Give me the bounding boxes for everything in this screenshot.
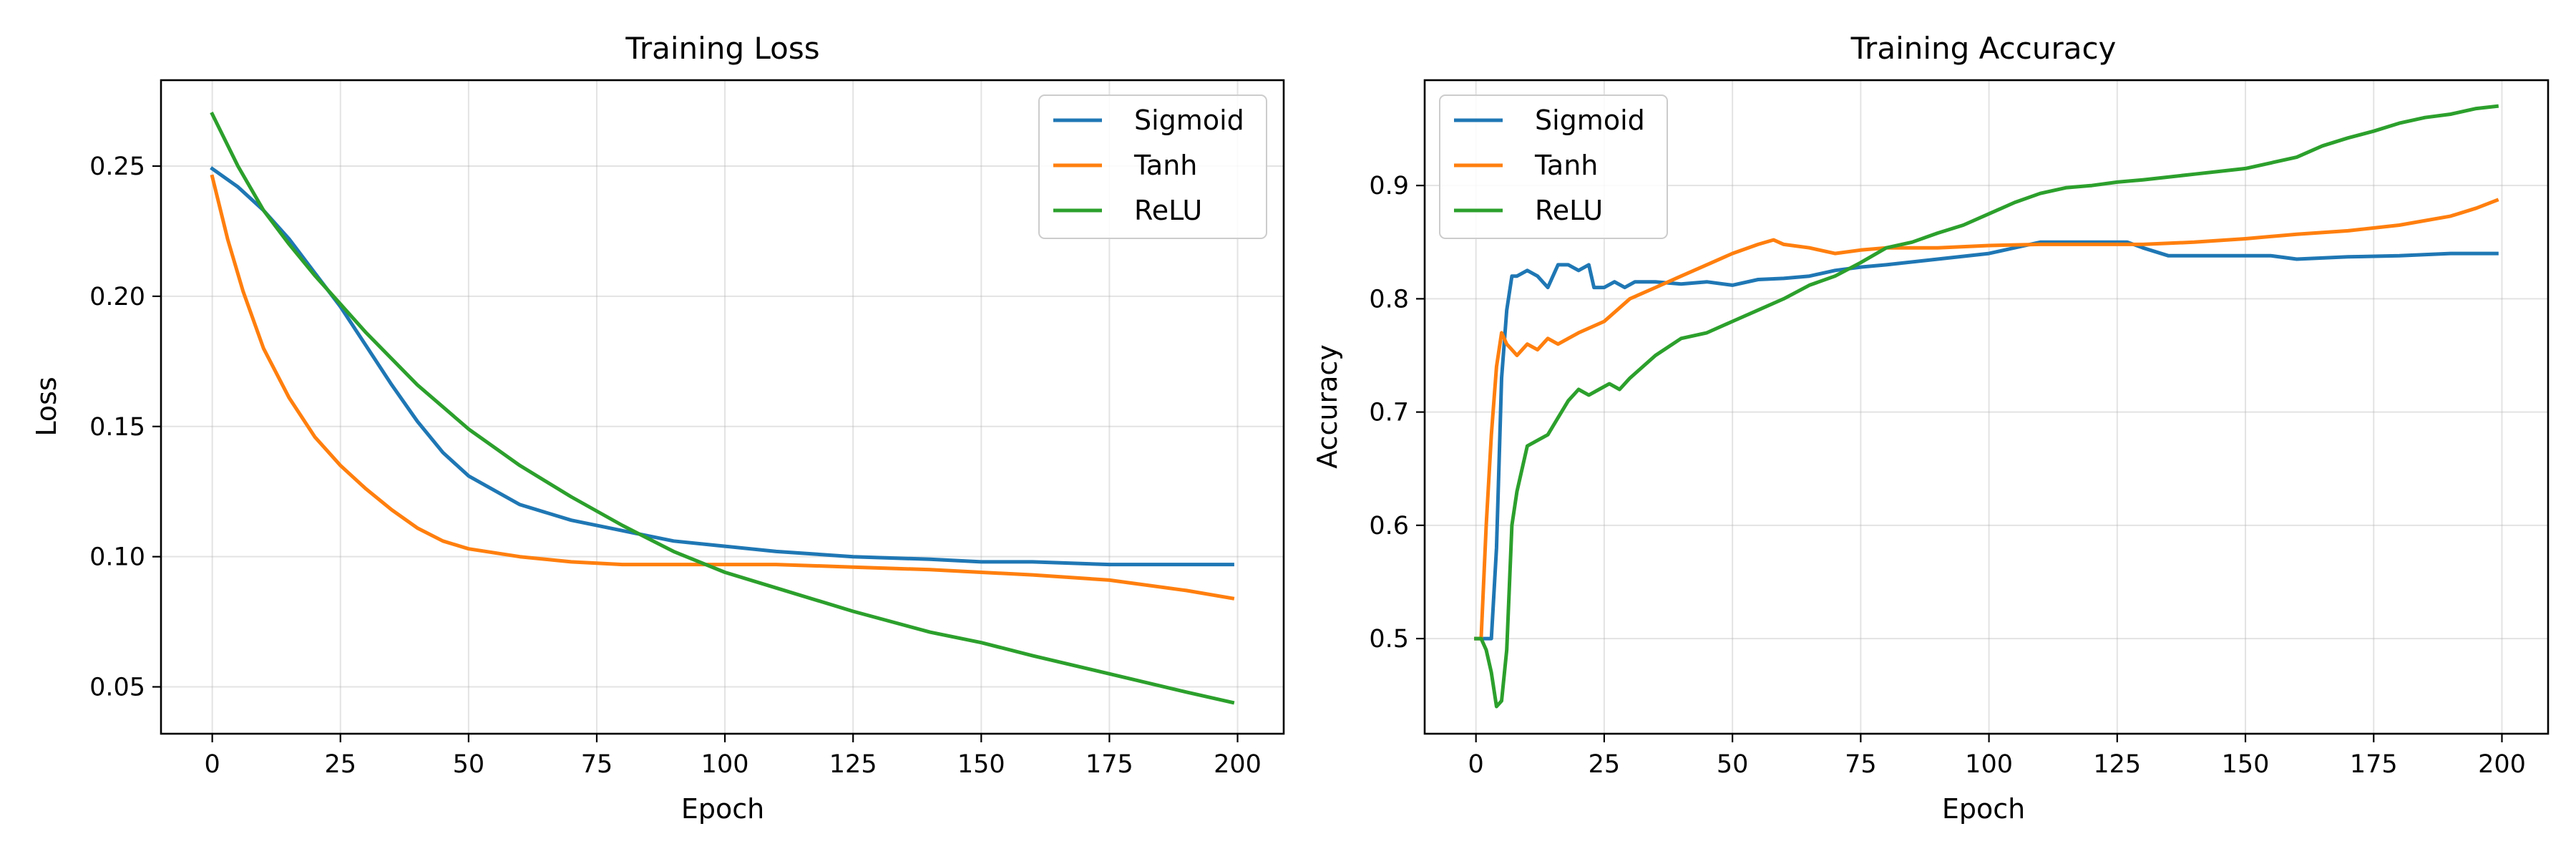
loss-y-ticks: 0.05 0.10 0.15 0.20 0.25 [89,152,161,702]
loss-x-tick-label-50: 50 [453,750,485,779]
loss-x-axis-label: Epoch [681,793,764,825]
accuracy-grid [1425,80,2548,734]
loss-legend-box [1038,94,1267,239]
loss-legend-label-sigmoid: Sigmoid [1134,105,1244,136]
accuracy-legend-label-relu: ReLU [1535,195,1603,226]
accuracy-x-tick-label-25: 25 [1589,750,1621,779]
accuracy-x-tick-label-150: 150 [2222,750,2270,779]
loss-x-tick-label-175: 175 [1085,750,1133,779]
accuracy-y-tick-label-3: 0.8 [1369,285,1409,314]
accuracy-series-sigmoid [1474,240,2499,641]
accuracy-legend-label-tanh: Tanh [1534,150,1598,181]
accuracy-plot-frame [1423,79,2550,735]
accuracy-series-relu [1474,104,2499,709]
loss-y-axis-label: Loss [31,377,62,436]
loss-y-tick-label-2: 0.15 [89,413,145,442]
accuracy-x-tick-label-0: 0 [1468,750,1484,779]
accuracy-series-tanh [1474,198,2499,641]
accuracy-y-axis-label: Accuracy [1312,344,1343,469]
accuracy-y-tick-label-2: 0.7 [1369,399,1409,427]
accuracy-x-tick-label-75: 75 [1845,750,1877,779]
loss-series-sigmoid [210,166,1234,567]
accuracy-legend-label-sigmoid: Sigmoid [1535,105,1645,136]
accuracy-y-tick-label-4: 0.9 [1369,172,1409,200]
accuracy-x-tick-label-200: 200 [2478,750,2526,779]
accuracy-y-tick-label-1: 0.6 [1369,512,1409,540]
loss-x-tick-label-75: 75 [581,750,613,779]
loss-x-tick-label-125: 125 [829,750,877,779]
accuracy-legend-box [1439,94,1668,239]
loss-legend-label-relu: ReLU [1134,195,1202,226]
accuracy-series-lines [1474,104,2499,709]
accuracy-x-tick-label-175: 175 [2350,750,2398,779]
loss-y-tick-label-0: 0.05 [89,674,145,702]
accuracy-x-axis-label: Epoch [1942,793,2025,825]
loss-x-tick-label-200: 200 [1214,750,1262,779]
loss-series-tanh [210,174,1235,601]
accuracy-x-tick-label-100: 100 [1965,750,2013,779]
accuracy-x-tick-label-50: 50 [1717,750,1749,779]
loss-panel: Training Loss 0 25 50 75 100 125 150 175 200 0.0… [31,31,1285,825]
accuracy-legend: Sigmoid Tanh ReLU [1439,94,1668,239]
loss-series-relu [210,111,1235,705]
loss-x-tick-label-0: 0 [205,750,220,779]
loss-legend-label-tanh: Tanh [1133,150,1197,181]
loss-y-tick-label-3: 0.20 [89,283,145,311]
loss-plot-frame [160,79,1285,735]
accuracy-y-tick-label-0: 0.5 [1369,625,1409,654]
loss-legend: Sigmoid Tanh ReLU [1038,94,1267,239]
loss-y-tick-label-4: 0.25 [89,152,145,181]
accuracy-chart-title: Training Accuracy [1850,31,2117,66]
accuracy-x-ticks: 0 25 50 75 100 125 150 175 200 [1468,734,2526,779]
loss-x-tick-label-25: 25 [324,750,356,779]
accuracy-x-tick-label-125: 125 [2093,750,2141,779]
loss-x-tick-label-100: 100 [701,750,749,779]
accuracy-y-ticks: 0.5 0.6 0.7 0.8 0.9 [1369,172,1425,654]
loss-series-lines [210,111,1235,705]
accuracy-panel: Training Accuracy 0 25 50 75 100 125 150 175 200… [1312,31,2550,825]
loss-chart-title: Training Loss [625,31,819,66]
loss-x-tick-label-150: 150 [957,750,1005,779]
loss-y-tick-label-1: 0.10 [89,543,145,572]
loss-x-ticks: 0 25 50 75 100 125 150 175 200 [205,734,1262,779]
